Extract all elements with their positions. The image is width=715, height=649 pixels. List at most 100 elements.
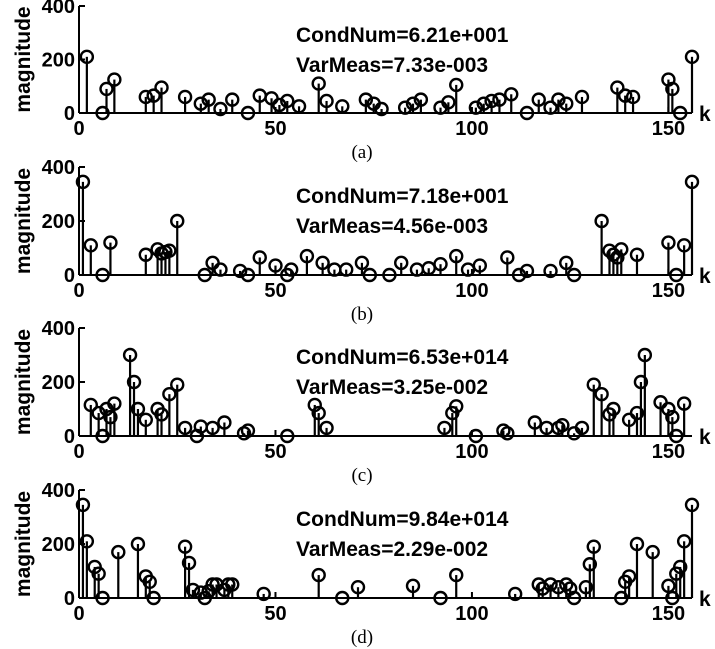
panel-caption: (a) (351, 142, 372, 163)
stem-marker (531, 92, 546, 107)
stem-marker (500, 426, 515, 441)
y-axis-title: magnitude (12, 491, 35, 597)
x-tick-label: 150 (652, 603, 685, 625)
stem-marker (354, 255, 370, 271)
stem-marker (527, 415, 543, 430)
stem-marker (405, 96, 421, 111)
stem-marker (280, 428, 295, 444)
stem-marker (307, 397, 322, 413)
stem-marker (684, 497, 700, 513)
x-tick-label: 50 (264, 280, 286, 302)
stem-marker (661, 578, 676, 594)
stem-marker (138, 412, 154, 427)
stem-marker (484, 93, 499, 109)
stem-marker (252, 250, 267, 265)
stem-marker (95, 105, 110, 121)
x-tick-label: 150 (652, 280, 685, 302)
stem-marker (107, 396, 122, 411)
stem-marker (559, 96, 574, 111)
x-tick-label: 100 (455, 280, 488, 302)
condnum-annotation: CondNum=7.18e+001 (296, 185, 509, 208)
y-tick-label: 0 (64, 103, 75, 125)
stem-marker (676, 396, 692, 411)
stem-marker (519, 105, 535, 121)
stem-marker (280, 93, 295, 109)
stem-marker (449, 77, 464, 93)
stem-marker (468, 100, 484, 115)
y-tick-label: 400 (42, 157, 75, 179)
stem-marker (232, 263, 248, 279)
x-axis-title: k (699, 426, 711, 449)
stem-marker (103, 235, 118, 250)
stem-marker (138, 247, 154, 262)
stem-marker (181, 555, 197, 571)
y-tick-label: 400 (42, 0, 75, 18)
stem-marker (614, 590, 629, 606)
stem-marker (676, 238, 692, 253)
stem-marker (283, 262, 299, 277)
y-tick-label: 200 (42, 372, 75, 394)
stem-marker (535, 581, 550, 596)
stem-marker (665, 409, 680, 425)
stem-marker (437, 420, 452, 436)
stem-marker (669, 428, 684, 444)
stem-marker (586, 539, 601, 554)
stem-marker (319, 93, 334, 109)
condnum-annotation: CondNum=6.21e+001 (296, 24, 509, 47)
stem-marker (559, 577, 574, 592)
stem-marker (629, 247, 645, 262)
stem-marker (291, 99, 307, 114)
stem-marker (205, 420, 220, 436)
y-axis-title: magnitude (12, 168, 35, 274)
stem-marker (394, 255, 409, 271)
y-tick-label: 200 (42, 534, 75, 556)
stem-marker (476, 96, 491, 111)
stem-marker (621, 569, 637, 584)
stem-marker (413, 92, 429, 107)
stem-marker (311, 567, 326, 583)
stem-marker (162, 243, 177, 258)
stem-marker (633, 374, 649, 390)
stem-marker (684, 174, 700, 190)
x-tick-label: 50 (264, 603, 286, 625)
stem-marker (676, 534, 692, 549)
stem-marker (637, 347, 653, 363)
stem-marker (661, 235, 676, 250)
stem-marker (449, 248, 464, 264)
y-tick-label: 200 (42, 211, 75, 233)
y-tick-label: 400 (42, 318, 75, 340)
x-tick-label: 100 (455, 118, 488, 140)
x-tick-label: 50 (264, 118, 286, 140)
stem-marker (75, 174, 91, 190)
stem-marker (177, 89, 193, 105)
stem-marker (225, 577, 240, 592)
stem-marker (240, 267, 256, 283)
stem-marker (111, 544, 126, 560)
varmeas-annotation: VarMeas=7.33e-003 (296, 54, 488, 77)
varmeas-annotation: VarMeas=3.25e-002 (296, 376, 488, 399)
stem-marker (162, 386, 177, 402)
stem-marker (441, 95, 456, 110)
stem-marker (673, 105, 688, 121)
stem-marker (197, 267, 212, 283)
stem-marker (185, 582, 201, 598)
x-axis-title: k (699, 588, 711, 611)
stem-marker (240, 423, 256, 438)
varmeas-annotation: VarMeas=2.29e-002 (296, 538, 488, 561)
stem-marker (193, 96, 209, 111)
stem-marker (177, 539, 193, 554)
stem-marker (574, 89, 590, 105)
stem-marker (673, 559, 688, 575)
stem-marker (405, 578, 421, 594)
stem-marker (543, 100, 558, 115)
panel-caption: (b) (351, 304, 373, 325)
stem-marker (177, 420, 193, 436)
stem-marker (126, 374, 142, 390)
panel-1: 0 200 400 0 50 100 150 magnitude k CondNum=6.21e+… (12, 0, 711, 163)
stem-marker (146, 590, 161, 606)
stem-marker (382, 267, 397, 283)
stem-marker (339, 262, 354, 277)
stem-marker (492, 92, 507, 107)
stem-marker (543, 577, 558, 592)
stem-marker (397, 100, 413, 115)
